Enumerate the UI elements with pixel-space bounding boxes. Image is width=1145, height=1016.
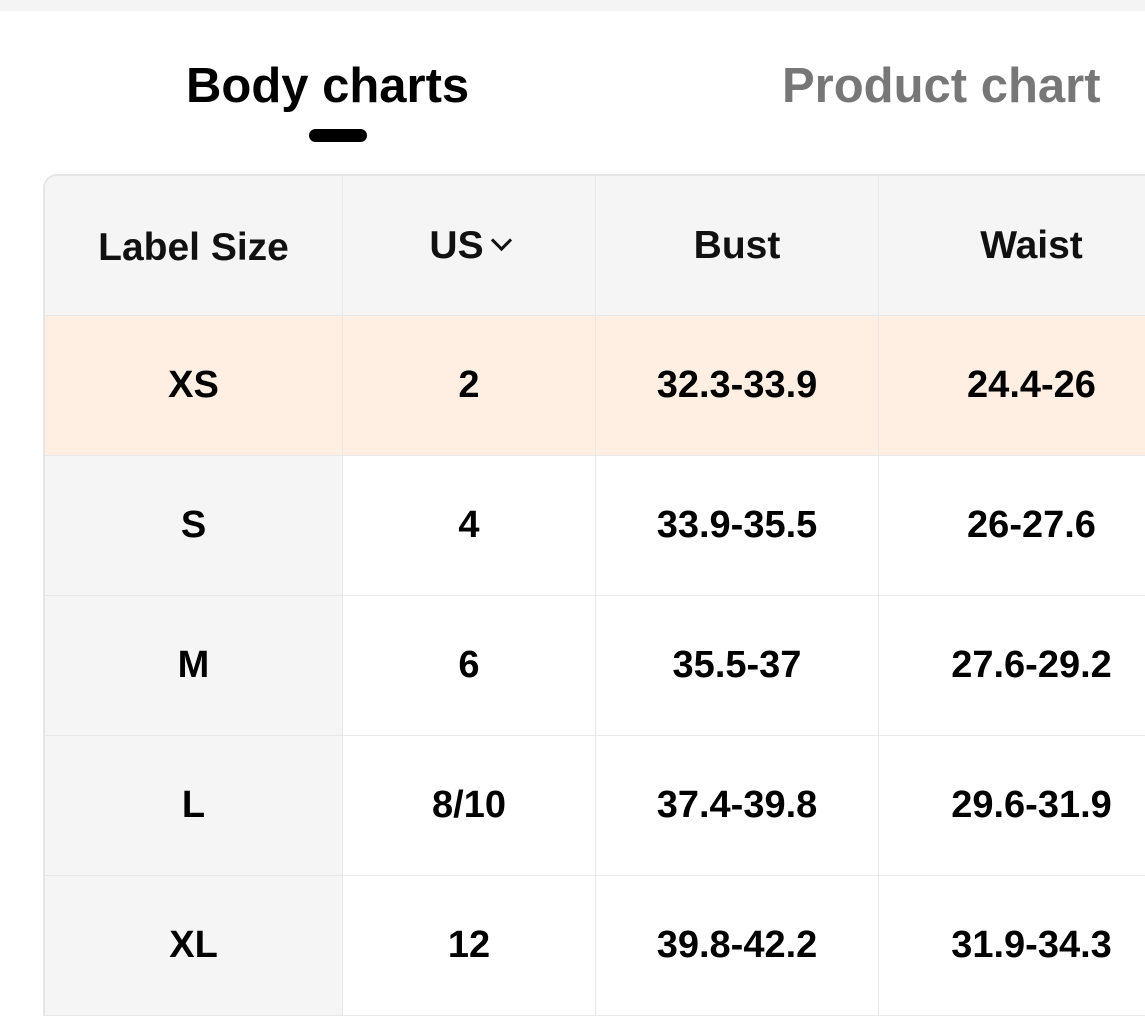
header-waist: Waist: [879, 176, 1145, 315]
table-cell: 35.5-37: [596, 596, 879, 735]
table-cell: 33.9-35.5: [596, 456, 879, 595]
table-cell: 32.3-33.9: [596, 316, 879, 455]
active-tab-indicator: [309, 129, 367, 142]
header-bust: Bust: [596, 176, 879, 315]
tab-product-chart[interactable]: Product chart: [782, 59, 1101, 113]
header-us: US: [429, 223, 484, 267]
table-cell: M: [45, 596, 343, 735]
table-cell: 12: [343, 876, 596, 1015]
table-cell: 27.6-29.2: [879, 596, 1145, 735]
table-row[interactable]: S 4 33.9-35.5 26-27.6: [45, 456, 1145, 596]
table-row[interactable]: XS 2 32.3-33.9 24.4-26: [45, 316, 1145, 456]
table-cell: S: [45, 456, 343, 595]
table-cell: 26-27.6: [879, 456, 1145, 595]
table-row[interactable]: L 8/10 37.4-39.8 29.6-31.9: [45, 736, 1145, 876]
table-row[interactable]: M 6 35.5-37 27.6-29.2: [45, 596, 1145, 736]
table-cell: 8/10: [343, 736, 596, 875]
table-cell: XS: [45, 316, 343, 455]
header-label-size: Label Size: [45, 176, 343, 315]
table-cell: 29.6-31.9: [879, 736, 1145, 875]
table-cell: 37.4-39.8: [596, 736, 879, 875]
table-cell: 6: [343, 596, 596, 735]
us-unit-selector[interactable]: US: [343, 176, 596, 315]
table-cell: L: [45, 736, 343, 875]
table-header-row: Label Size US Bust Waist: [45, 176, 1145, 316]
table-cell: 4: [343, 456, 596, 595]
table-cell: 39.8-42.2: [596, 876, 879, 1015]
table-cell: XL: [45, 876, 343, 1015]
table-cell: 24.4-26: [879, 316, 1145, 455]
table-cell: 31.9-34.3: [879, 876, 1145, 1015]
size-chart-table: Label Size US Bust Waist XS 2 32.3-33.9 24.…: [43, 174, 1145, 1016]
top-bar: [0, 0, 1145, 11]
table-row[interactable]: XL 12 39.8-42.2 31.9-34.3: [45, 876, 1145, 1016]
chevron-down-icon: [490, 229, 512, 252]
tab-body-charts[interactable]: Body charts: [186, 59, 470, 113]
table-cell: 2: [343, 316, 596, 455]
